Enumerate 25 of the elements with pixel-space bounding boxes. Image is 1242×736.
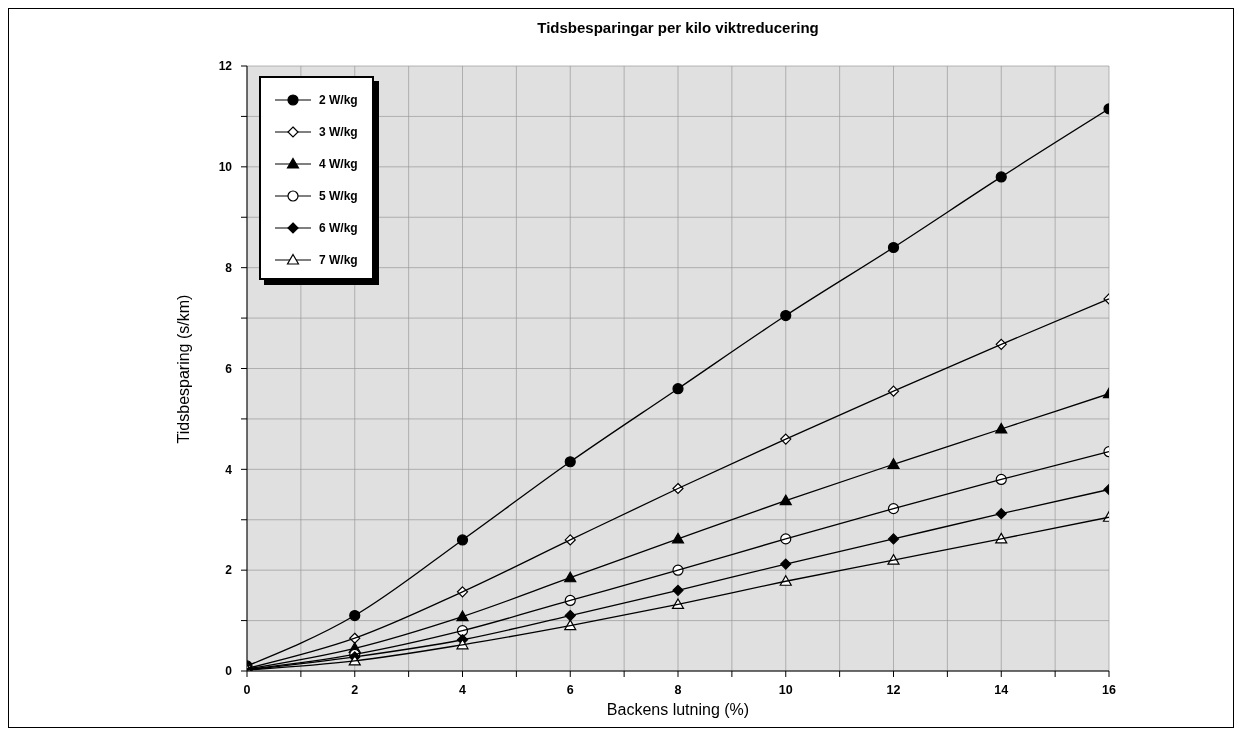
y-tick-label: 12 [218, 59, 233, 74]
legend-label: 3 W/kg [319, 125, 358, 139]
x-tick-label: 2 [351, 682, 359, 697]
chart-title: Tidsbesparingar per kilo viktreducering [536, 19, 820, 36]
x-tick-label: 6 [566, 682, 574, 697]
x-tick-label: 10 [778, 682, 793, 697]
y-tick-label: 8 [225, 260, 233, 275]
x-axis-title: Backens lutning (%) [605, 701, 751, 719]
y-tick-label: 0 [225, 664, 233, 679]
legend-label: 4 W/kg [319, 157, 358, 171]
legend-label: 2 W/kg [319, 93, 358, 107]
x-tick-label: 0 [243, 682, 251, 697]
y-tick-label: 10 [218, 160, 233, 175]
y-axis-title: Tidsbesparing (s/km) [175, 294, 193, 444]
legend-label: 7 W/kg [319, 253, 358, 267]
legend-label: 6 W/kg [319, 221, 358, 235]
x-tick-label: 12 [886, 682, 901, 697]
legend-label: 5 W/kg [319, 189, 358, 203]
y-tick-label: 4 [225, 462, 233, 477]
x-tick-label: 4 [459, 682, 467, 697]
x-tick-label: 8 [674, 682, 682, 697]
x-tick-label: 14 [994, 682, 1009, 697]
x-tick-label: 16 [1102, 682, 1116, 697]
y-tick-label: 2 [225, 563, 233, 578]
y-tick-label: 6 [225, 361, 233, 376]
